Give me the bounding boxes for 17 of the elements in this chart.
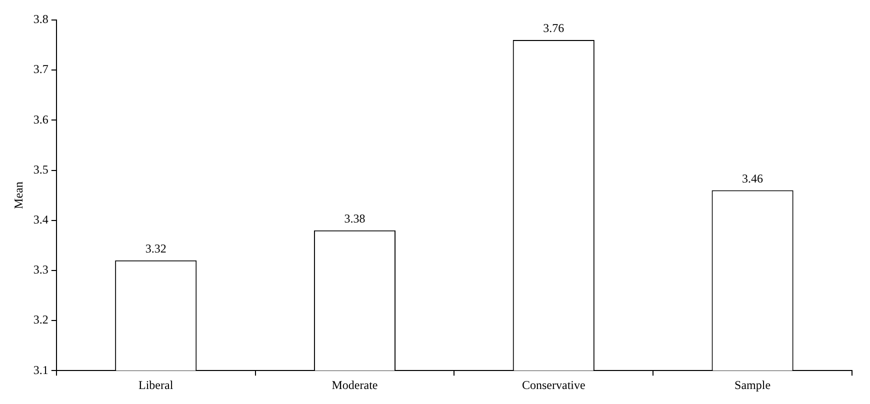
y-tick-label: 3.4 [33,212,48,226]
y-axis-title: Mean [11,182,26,209]
y-tick-label: 3.8 [33,12,48,26]
data-label: 3.76 [543,21,564,36]
data-label: 3.46 [742,171,764,186]
x-tick-label: Liberal [138,378,174,392]
y-tick-label: 3.1 [33,362,48,377]
x-tick-label: Moderate [332,378,378,392]
data-label: 3.38 [344,212,366,226]
x-tick-label: Sample [734,378,771,392]
y-tick-label: 3.6 [33,112,48,126]
y-tick-label: 3.5 [33,162,48,176]
y-tick-label: 3.7 [33,62,48,76]
y-tick-label: 3.2 [33,312,48,327]
y-tick-label: 3.3 [33,262,48,277]
x-tick-label: Conservative [522,378,586,392]
data-label: 3.32 [145,242,166,256]
